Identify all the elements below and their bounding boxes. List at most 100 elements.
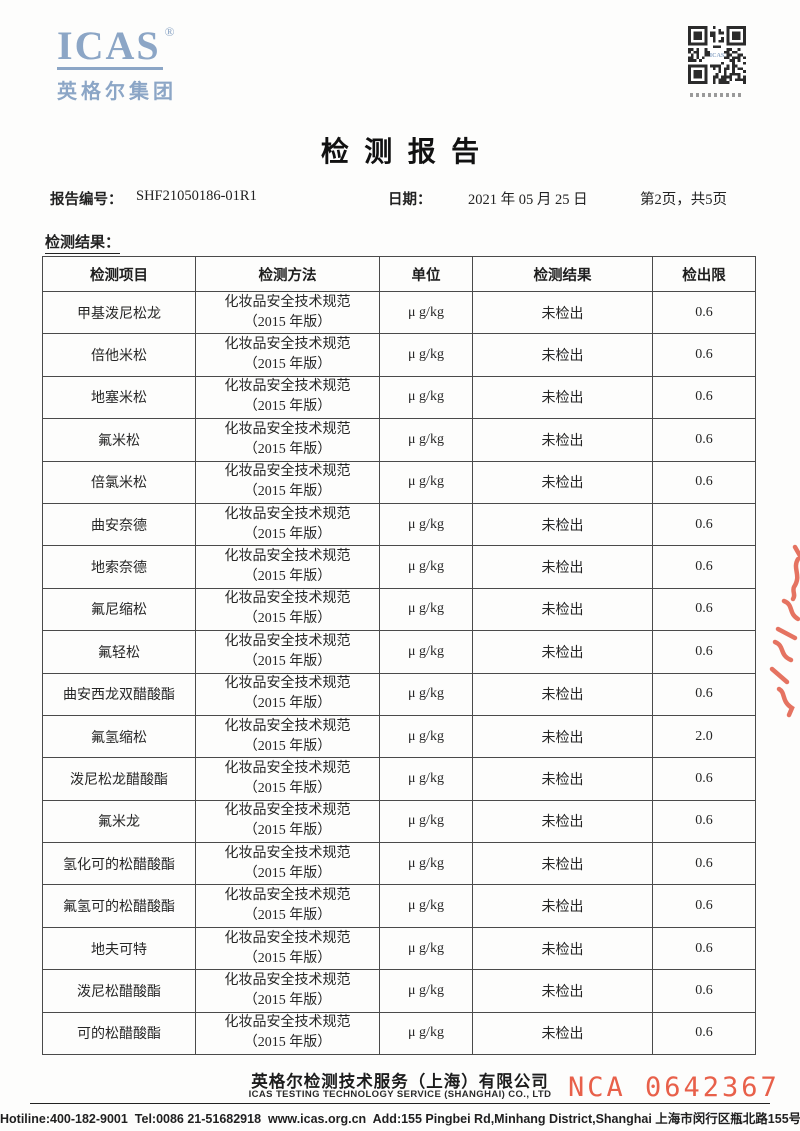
- cell-unit: μ g/kg: [379, 1011, 473, 1056]
- cell-test-result: 未检出: [472, 884, 653, 928]
- icas-logo: ICAS ® 英格尔集团: [57, 23, 177, 104]
- table-row: 氢化可的松醋酸酯 化妆品安全技术规范 （2015 年版） μ g/kg 未检出 0.6: [42, 842, 756, 886]
- table-row: 曲安奈德 化妆品安全技术规范 （2015 年版） μ g/kg 未检出 0.6: [42, 502, 756, 547]
- table-row: 可的松醋酸酯 化妆品安全技术规范 （2015 年版） μ g/kg 未检出 0.6: [42, 1011, 756, 1056]
- cell-test-result: 未检出: [472, 290, 653, 335]
- cell-detection-limit: 0.6: [652, 375, 756, 420]
- cell-test-result: 未检出: [472, 502, 653, 547]
- results-table: 检测项目 检测方法 单位 检测结果 检出限 甲基泼尼松龙 化妆品安全技术规范 （20…: [42, 256, 756, 1056]
- table-row: 倍他米松 化妆品安全技术规范 （2015 年版） μ g/kg 未检出 0.6: [42, 333, 756, 377]
- qr-caption: [690, 93, 744, 97]
- cell-test-item: 曲安奈德: [42, 502, 196, 547]
- cell-test-method: 化妆品安全技术规范 （2015 年版）: [195, 375, 380, 420]
- report-no-label: 报告编号：: [50, 192, 123, 208]
- footer-divider: [30, 1103, 770, 1104]
- cell-test-item: 泼尼松醋酸酯: [42, 969, 196, 1013]
- table-body: 甲基泼尼松龙 化妆品安全技术规范 （2015 年版） μ g/kg 未检出 0.6 倍他米松…: [42, 290, 756, 1056]
- table-row: 甲基泼尼松龙 化妆品安全技术规范 （2015 年版） μ g/kg 未检出 0.6: [42, 290, 756, 335]
- footer-company-name-en: ICAS TESTING TECHNOLOGY SERVICE (SHANGHA…: [248, 1089, 552, 1100]
- qr-code-icon: ICAS: [688, 26, 746, 84]
- cell-detection-limit: 0.6: [652, 418, 756, 462]
- cell-test-result: 未检出: [472, 926, 653, 971]
- page-number-info: 第2页，共5页: [640, 192, 727, 208]
- registered-mark: ®: [164, 24, 175, 39]
- table-row: 曲安西龙双醋酸酯 化妆品安全技术规范 （2015 年版） μ g/kg 未检出 0.6: [42, 672, 756, 716]
- col-header-result: 检测结果: [472, 256, 653, 292]
- cell-test-item: 地塞米松: [42, 375, 196, 420]
- cell-test-result: 未检出: [472, 333, 653, 377]
- cell-test-item: 可的松醋酸酯: [42, 1011, 196, 1056]
- cell-test-method: 化妆品安全技术规范 （2015 年版）: [195, 290, 380, 335]
- cell-test-method: 化妆品安全技术规范 （2015 年版）: [195, 969, 380, 1013]
- cell-detection-limit: 0.6: [652, 502, 756, 547]
- cell-detection-limit: 0.6: [652, 969, 756, 1013]
- cell-test-method: 化妆品安全技术规范 （2015 年版）: [195, 757, 380, 801]
- cell-detection-limit: 0.6: [652, 460, 756, 504]
- cell-unit: μ g/kg: [379, 502, 473, 547]
- footer-contact-line: Hotiline:400-182-9001 Tel:0086 21-516829…: [0, 1112, 800, 1126]
- cell-unit: μ g/kg: [379, 460, 473, 504]
- cell-detection-limit: 0.6: [652, 630, 756, 674]
- cell-test-result: 未检出: [472, 375, 653, 420]
- cell-test-item: 地夫可特: [42, 926, 196, 971]
- cell-detection-limit: 0.6: [652, 926, 756, 971]
- cell-test-item: 氟米龙: [42, 799, 196, 844]
- cell-detection-limit: 0.6: [652, 884, 756, 928]
- cell-test-method: 化妆品安全技术规范 （2015 年版）: [195, 672, 380, 716]
- cell-unit: μ g/kg: [379, 290, 473, 335]
- cell-unit: μ g/kg: [379, 926, 473, 971]
- cell-test-method: 化妆品安全技术规范 （2015 年版）: [195, 1011, 380, 1056]
- cell-detection-limit: 0.6: [652, 545, 756, 589]
- certificate-number: NCA 0642367: [568, 1072, 780, 1103]
- cell-test-method: 化妆品安全技术规范 （2015 年版）: [195, 502, 380, 547]
- table-row: 泼尼松龙醋酸酯 化妆品安全技术规范 （2015 年版） μ g/kg 未检出 0.6: [42, 757, 756, 801]
- cell-test-method: 化妆品安全技术规范 （2015 年版）: [195, 842, 380, 886]
- table-row: 氟氢缩松 化妆品安全技术规范 （2015 年版） μ g/kg 未检出 2.0: [42, 714, 756, 759]
- cell-test-result: 未检出: [472, 460, 653, 504]
- table-row: 地索奈德 化妆品安全技术规范 （2015 年版） μ g/kg 未检出 0.6: [42, 545, 756, 589]
- cell-test-method: 化妆品安全技术规范 （2015 年版）: [195, 333, 380, 377]
- cell-detection-limit: 0.6: [652, 587, 756, 632]
- date-label: 日期：: [388, 192, 432, 208]
- cell-unit: μ g/kg: [379, 333, 473, 377]
- cell-unit: μ g/kg: [379, 672, 473, 716]
- table-row: 地塞米松 化妆品安全技术规范 （2015 年版） μ g/kg 未检出 0.6: [42, 375, 756, 420]
- cell-test-result: 未检出: [472, 799, 653, 844]
- cell-test-item: 倍他米松: [42, 333, 196, 377]
- cell-test-result: 未检出: [472, 842, 653, 886]
- cell-test-result: 未检出: [472, 545, 653, 589]
- table-row: 地夫可特 化妆品安全技术规范 （2015 年版） μ g/kg 未检出 0.6: [42, 926, 756, 971]
- cell-test-method: 化妆品安全技术规范 （2015 年版）: [195, 926, 380, 971]
- cell-detection-limit: 0.6: [652, 757, 756, 801]
- cell-test-item: 氟米松: [42, 418, 196, 462]
- cell-test-method: 化妆品安全技术规范 （2015 年版）: [195, 714, 380, 759]
- cell-test-method: 化妆品安全技术规范 （2015 年版）: [195, 418, 380, 462]
- table-row: 氟氢可的松醋酸酯 化妆品安全技术规范 （2015 年版） μ g/kg 未检出 0.6: [42, 884, 756, 928]
- cell-test-result: 未检出: [472, 418, 653, 462]
- cell-unit: μ g/kg: [379, 842, 473, 886]
- cell-test-item: 甲基泼尼松龙: [42, 290, 196, 335]
- cell-detection-limit: 0.6: [652, 333, 756, 377]
- cell-test-item: 倍氯米松: [42, 460, 196, 504]
- logo-brand-text: ICAS: [57, 23, 163, 70]
- cell-test-item: 氟轻松: [42, 630, 196, 674]
- cell-test-item: 氟氢可的松醋酸酯: [42, 884, 196, 928]
- cell-test-method: 化妆品安全技术规范 （2015 年版）: [195, 460, 380, 504]
- table-row: 氟米龙 化妆品安全技术规范 （2015 年版） μ g/kg 未检出 0.6: [42, 799, 756, 844]
- cell-test-method: 化妆品安全技术规范 （2015 年版）: [195, 587, 380, 632]
- cell-unit: μ g/kg: [379, 884, 473, 928]
- cell-test-result: 未检出: [472, 969, 653, 1013]
- cell-test-item: 氟氢缩松: [42, 714, 196, 759]
- cell-detection-limit: 0.6: [652, 1011, 756, 1056]
- cell-test-item: 氟尼缩松: [42, 587, 196, 632]
- col-header-limit: 检出限: [652, 256, 756, 292]
- cell-detection-limit: 0.6: [652, 799, 756, 844]
- cell-test-result: 未检出: [472, 757, 653, 801]
- page-title: 检测报告: [320, 137, 495, 168]
- cell-unit: μ g/kg: [379, 545, 473, 589]
- table-header-row: 检测项目 检测方法 单位 检测结果 检出限: [42, 256, 756, 292]
- cell-unit: μ g/kg: [379, 969, 473, 1013]
- footer-company-name-cn: 英格尔检测技术服务（上海）有限公司: [251, 1072, 549, 1091]
- cell-unit: μ g/kg: [379, 587, 473, 632]
